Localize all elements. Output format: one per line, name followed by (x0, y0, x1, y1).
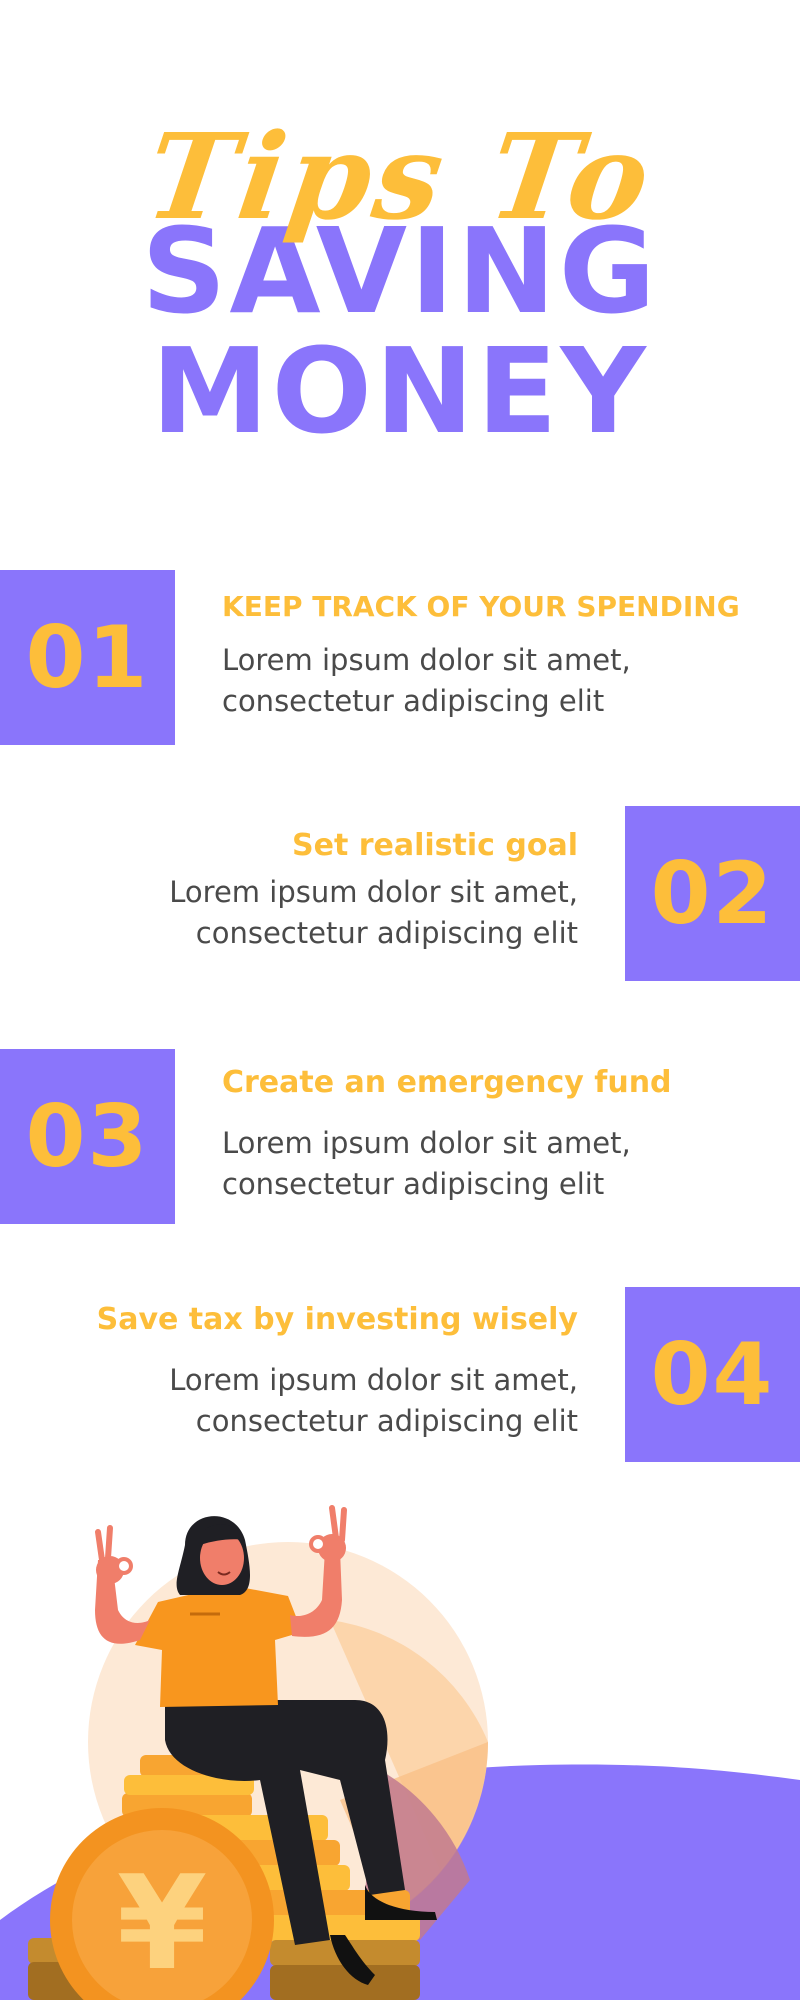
tip-number-box-1: 01 (0, 570, 175, 745)
woman-face (200, 1531, 244, 1585)
tip-number-box-2: 02 (625, 806, 800, 981)
tip-number-3: 03 (25, 1086, 150, 1187)
woman-shirt (135, 1588, 302, 1707)
tip-desc-3: Lorem ipsum dolor sit amet, consectetur … (222, 1123, 631, 1205)
tip-desc-4-line2: consectetur adipiscing elit (195, 1404, 578, 1438)
tip-desc-1: Lorem ipsum dolor sit amet, consectetur … (222, 640, 631, 722)
tip-desc-2: Lorem ipsum dolor sit amet, consectetur … (169, 872, 578, 954)
tip-desc-4-line1: Lorem ipsum dolor sit amet, (169, 1363, 578, 1397)
tip-number-2: 02 (650, 843, 775, 944)
tip-desc-3-line1: Lorem ipsum dolor sit amet, (222, 1126, 631, 1160)
tip-title-4: Save tax by investing wisely (96, 1302, 578, 1337)
title-script: Tips To (138, 107, 662, 246)
woman-shoe-right (365, 1885, 437, 1920)
saving-illustration: ¥ (0, 1505, 800, 2000)
tip-number-1: 01 (25, 607, 150, 708)
tip-number-4: 04 (650, 1324, 775, 1425)
tip-number-box-3: 03 (0, 1049, 175, 1224)
title-money: MONEY (151, 322, 649, 460)
woman-arm-right (290, 1550, 342, 1637)
tip-title-1: KEEP TRACK OF YOUR SPENDING (222, 590, 740, 623)
woman-shoe-left (330, 1935, 375, 1985)
tip-number-box-4: 04 (625, 1287, 800, 1462)
tip-title-3: Create an emergency fund (222, 1065, 672, 1100)
tip-desc-1-line2: consectetur adipiscing elit (222, 684, 605, 718)
yen-symbol: ¥ (117, 1847, 207, 1999)
tip-desc-2-line2: consectetur adipiscing elit (195, 916, 578, 950)
tip-desc-2-line1: Lorem ipsum dolor sit amet, (169, 875, 578, 909)
tip-title-2: Set realistic goal (291, 828, 578, 863)
woman-legs (165, 1700, 405, 1945)
tip-desc-4: Lorem ipsum dolor sit amet, consectetur … (169, 1360, 578, 1442)
tip-desc-1-line1: Lorem ipsum dolor sit amet, (222, 643, 631, 677)
title-saving: SAVING (141, 202, 659, 340)
tip-desc-3-line2: consectetur adipiscing elit (222, 1167, 605, 1201)
